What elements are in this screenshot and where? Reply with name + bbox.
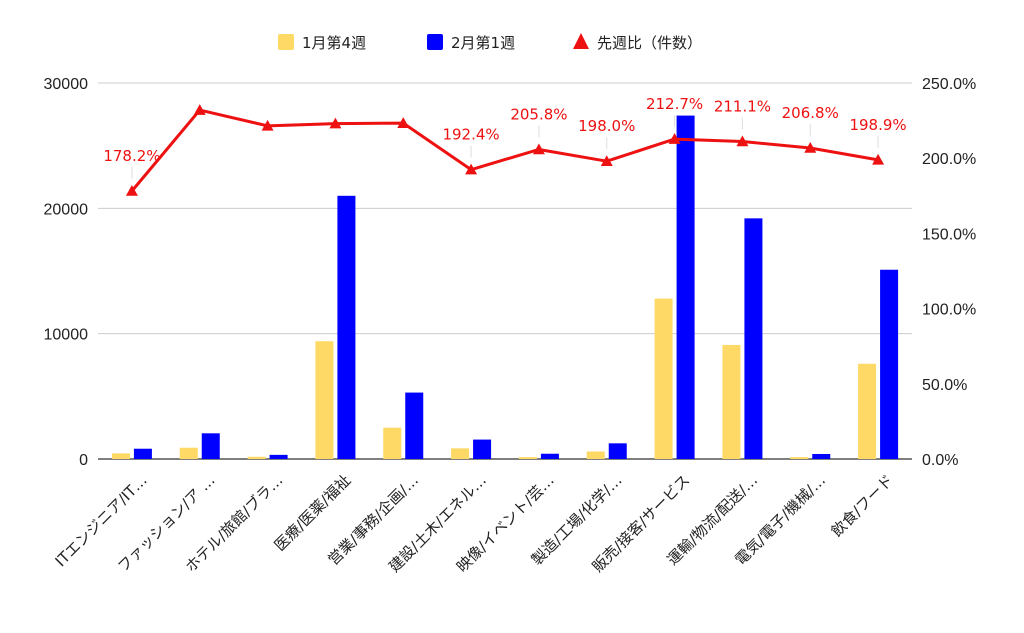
legend-swatch	[278, 34, 294, 50]
line-data-label: 198.9%	[849, 116, 906, 134]
bar-series1	[586, 451, 605, 459]
bar-series2	[880, 269, 899, 459]
bar-series1	[518, 457, 537, 459]
line-point	[397, 117, 410, 128]
bar-series1	[654, 298, 673, 459]
line-data-labels: 178.2% 192.4% 205.8% 198.0% 212.7% 211.1% 206.…	[103, 95, 907, 179]
line-data-label: 198.0%	[578, 117, 635, 135]
bar-series1	[247, 456, 266, 459]
bar-series1	[790, 457, 809, 459]
bar-series1	[111, 453, 130, 459]
right-tick-label: 200.0%	[922, 151, 976, 168]
legend-label: 1月第4週	[302, 34, 366, 52]
category-axis: ITエンジニア/IT…ファッション/ア …ホテル/旅館/ブラ…医療/医薬/福祉営…	[52, 471, 897, 576]
line-point	[193, 104, 206, 115]
right-axis: 0.0% 50.0% 100.0% 150.0% 200.0% 250.0%	[922, 76, 976, 469]
legend-item: 先週比（件数）	[573, 33, 702, 52]
right-tick-label: 100.0%	[922, 302, 976, 319]
bar-series2	[201, 433, 220, 459]
left-tick-label: 20000	[44, 201, 89, 218]
line-data-label: 205.8%	[510, 105, 567, 123]
line-point	[329, 117, 342, 129]
line-data-label: 211.1%	[714, 98, 771, 116]
legend-item: 1月第4週	[278, 34, 366, 52]
line-data-label: 206.8%	[782, 104, 839, 122]
left-axis: 0 10000 20000 30000	[44, 76, 89, 469]
right-tick-label: 0.0%	[922, 452, 958, 469]
right-tick-label: 50.0%	[922, 377, 967, 394]
line-point	[125, 184, 138, 196]
line-point	[261, 119, 274, 131]
line-data-label: 178.2%	[103, 147, 160, 165]
bar-series1	[179, 447, 198, 459]
legend-label: 2月第1週	[451, 34, 515, 52]
line-data-label: 212.7%	[646, 95, 703, 113]
right-tick-label: 150.0%	[922, 226, 976, 243]
bar-series1	[315, 341, 334, 459]
right-tick-label: 250.0%	[922, 76, 976, 93]
line-point	[668, 133, 681, 144]
bar-series2	[133, 448, 152, 459]
legend-triangle-icon	[573, 33, 589, 49]
bar-series2	[676, 115, 695, 459]
line-point	[532, 143, 545, 155]
gridlines	[98, 82, 912, 460]
bar-series2	[744, 218, 763, 459]
bar-series2	[405, 392, 424, 459]
legend-item: 2月第1週	[427, 34, 515, 52]
line-data-label: 192.4%	[442, 126, 499, 144]
bar-series2	[812, 453, 831, 459]
bar-series2	[337, 195, 356, 460]
bar-series1	[722, 344, 741, 459]
line-point	[600, 155, 613, 167]
bar-series1	[451, 448, 470, 459]
legend-label: 先週比（件数）	[597, 34, 702, 52]
line-point	[872, 153, 885, 165]
line-point	[804, 141, 817, 153]
bar-series2	[269, 454, 288, 459]
bar-series2	[473, 439, 492, 459]
left-tick-label: 10000	[44, 327, 89, 344]
bar-series1	[858, 363, 877, 459]
bar-series2	[540, 453, 559, 459]
left-tick-label: 30000	[44, 76, 89, 93]
bar-series1	[383, 427, 402, 459]
line-series	[125, 104, 885, 196]
legend: 1月第4週 2月第1週 先週比（件数）	[278, 33, 702, 52]
line-point	[465, 163, 478, 175]
category-label: 飲食/フード	[828, 471, 897, 540]
line-path	[130, 108, 879, 192]
bar-series2	[608, 443, 627, 459]
left-tick-label: 0	[79, 452, 88, 469]
bar-series	[111, 115, 899, 460]
line-point	[736, 135, 749, 147]
legend-swatch	[427, 34, 443, 50]
